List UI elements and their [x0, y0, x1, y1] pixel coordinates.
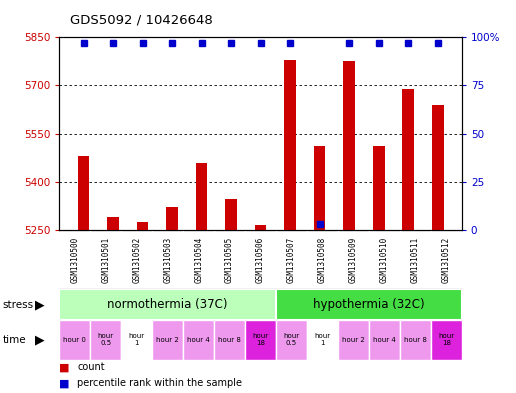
Text: GSM1310500: GSM1310500 — [70, 236, 79, 283]
Bar — [400, 320, 431, 360]
Bar — [338, 320, 369, 360]
Text: hour 2: hour 2 — [342, 337, 365, 343]
Text: GSM1310507: GSM1310507 — [287, 236, 296, 283]
Text: hour
1: hour 1 — [128, 333, 145, 347]
Text: hypothermia (32C): hypothermia (32C) — [313, 298, 425, 311]
Text: hour 4: hour 4 — [373, 337, 396, 343]
Text: count: count — [77, 362, 105, 373]
Text: ■: ■ — [59, 378, 70, 388]
Text: ▶: ▶ — [35, 298, 45, 311]
Bar — [90, 320, 121, 360]
Text: GDS5092 / 10426648: GDS5092 / 10426648 — [70, 14, 213, 27]
Text: percentile rank within the sample: percentile rank within the sample — [77, 378, 243, 388]
Text: hour
18: hour 18 — [252, 333, 269, 347]
Bar — [196, 162, 207, 230]
Text: hour
0.5: hour 0.5 — [98, 333, 114, 347]
Text: hour
0.5: hour 0.5 — [283, 333, 300, 347]
Bar — [432, 105, 444, 230]
Bar — [59, 289, 276, 320]
Bar — [431, 320, 462, 360]
Bar — [314, 147, 326, 230]
Text: GSM1310510: GSM1310510 — [380, 236, 389, 283]
Bar — [245, 320, 276, 360]
Text: GSM1310506: GSM1310506 — [256, 236, 265, 283]
Text: GSM1310502: GSM1310502 — [132, 236, 141, 283]
Bar — [107, 217, 119, 230]
Text: GSM1310504: GSM1310504 — [194, 236, 203, 283]
Text: hour 8: hour 8 — [218, 337, 241, 343]
Text: hour 4: hour 4 — [187, 337, 210, 343]
Bar — [276, 289, 462, 320]
Bar — [255, 225, 266, 230]
Text: time: time — [3, 335, 26, 345]
Bar — [343, 61, 355, 230]
Bar — [225, 199, 237, 230]
Text: ▶: ▶ — [35, 333, 45, 347]
Text: GSM1310505: GSM1310505 — [225, 236, 234, 283]
Bar — [369, 320, 400, 360]
Text: GSM1310509: GSM1310509 — [349, 236, 358, 283]
Bar — [284, 60, 296, 230]
Text: stress: stress — [3, 299, 34, 310]
Text: GSM1310503: GSM1310503 — [163, 236, 172, 283]
Bar — [152, 320, 183, 360]
Bar — [276, 320, 307, 360]
Text: hour
18: hour 18 — [438, 333, 455, 347]
Text: ■: ■ — [59, 362, 70, 373]
Text: hour 2: hour 2 — [156, 337, 179, 343]
Bar — [77, 156, 89, 230]
Text: GSM1310512: GSM1310512 — [442, 236, 451, 283]
Bar — [137, 222, 149, 230]
Text: GSM1310501: GSM1310501 — [101, 236, 110, 283]
Bar — [373, 147, 384, 230]
Bar — [214, 320, 245, 360]
Bar — [307, 320, 338, 360]
Text: GSM1310508: GSM1310508 — [318, 236, 327, 283]
Text: normothermia (37C): normothermia (37C) — [107, 298, 228, 311]
Bar — [59, 320, 90, 360]
Text: hour
1: hour 1 — [314, 333, 331, 347]
Bar — [166, 208, 178, 230]
Bar — [121, 320, 152, 360]
Text: hour 0: hour 0 — [63, 337, 86, 343]
Bar — [402, 89, 414, 230]
Text: hour 8: hour 8 — [404, 337, 427, 343]
Bar — [183, 320, 214, 360]
Text: GSM1310511: GSM1310511 — [411, 236, 420, 283]
